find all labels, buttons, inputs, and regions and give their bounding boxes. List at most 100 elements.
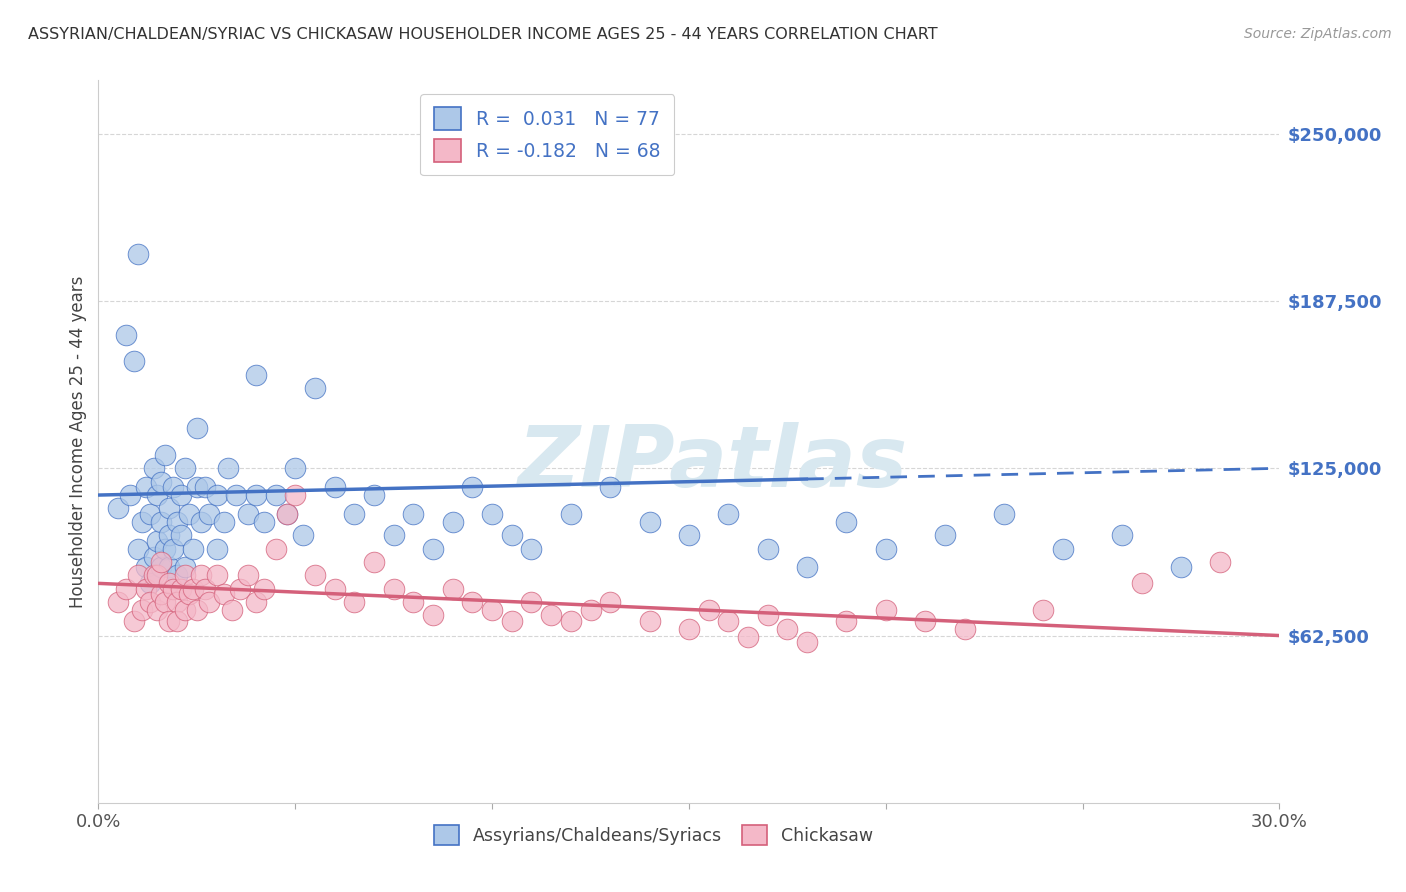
Point (402, 507, 425, 521)
Point (1111, 528, 1133, 542)
Point (138, 595, 160, 609)
Point (170, 582, 193, 596)
Point (138, 507, 160, 521)
Point (186, 480, 208, 494)
Point (157, 560, 180, 574)
Point (520, 541, 543, 556)
Point (1170, 560, 1192, 574)
Point (205, 568, 228, 582)
Point (540, 608, 562, 623)
Point (363, 555, 385, 569)
Point (1209, 555, 1232, 569)
Point (150, 560, 173, 574)
Point (131, 515, 153, 529)
Point (194, 480, 217, 494)
Point (236, 507, 259, 521)
Point (717, 507, 740, 521)
Point (1032, 603, 1054, 617)
Point (796, 560, 818, 574)
Point (162, 480, 184, 494)
Point (796, 635, 818, 649)
Point (174, 560, 197, 574)
Point (155, 541, 177, 556)
Point (115, 582, 138, 596)
Point (1052, 541, 1074, 556)
Point (323, 582, 346, 596)
Point (953, 622, 976, 636)
Point (304, 568, 326, 582)
Point (402, 595, 425, 609)
Point (170, 488, 193, 502)
Point (501, 614, 523, 628)
Point (174, 461, 197, 475)
Point (146, 568, 169, 582)
Point (214, 587, 236, 601)
Y-axis label: Householder Income Ages 25 - 44 years: Householder Income Ages 25 - 44 years (69, 276, 87, 607)
Point (186, 421, 208, 435)
Point (323, 480, 346, 494)
Point (756, 541, 779, 556)
Point (194, 582, 217, 596)
Point (579, 603, 602, 617)
Point (166, 614, 188, 628)
Point (181, 541, 204, 556)
Point (481, 507, 503, 521)
Point (174, 568, 197, 582)
Point (217, 461, 239, 475)
Point (131, 603, 153, 617)
Point (292, 528, 315, 542)
Point (264, 541, 287, 556)
Point (343, 595, 366, 609)
Point (993, 507, 1015, 521)
Point (107, 595, 129, 609)
Point (422, 541, 444, 556)
Point (142, 461, 165, 475)
Point (245, 488, 267, 502)
Point (835, 614, 858, 628)
Point (776, 622, 799, 636)
Point (142, 568, 165, 582)
Point (138, 576, 160, 591)
Point (678, 528, 700, 542)
Point (835, 515, 858, 529)
Point (107, 501, 129, 516)
Point (150, 555, 173, 569)
Point (190, 515, 212, 529)
Point (214, 515, 236, 529)
Point (236, 568, 259, 582)
Point (174, 603, 197, 617)
Point (157, 528, 180, 542)
Point (599, 480, 621, 494)
Point (756, 608, 779, 623)
Point (717, 614, 740, 628)
Point (560, 614, 582, 628)
Point (284, 461, 307, 475)
Point (135, 560, 157, 574)
Point (461, 480, 484, 494)
Point (146, 488, 169, 502)
Point (441, 515, 464, 529)
Point (441, 582, 464, 596)
Point (221, 603, 243, 617)
Point (253, 582, 276, 596)
Point (343, 507, 366, 521)
Point (875, 541, 897, 556)
Point (276, 507, 298, 521)
Point (934, 528, 956, 542)
Point (697, 603, 720, 617)
Point (304, 381, 326, 395)
Point (197, 595, 219, 609)
Point (638, 515, 661, 529)
Point (155, 448, 177, 462)
Point (166, 568, 188, 582)
Point (225, 488, 247, 502)
Point (146, 533, 169, 548)
Point (284, 488, 307, 502)
Point (461, 595, 484, 609)
Point (166, 515, 188, 529)
Point (122, 354, 145, 368)
Point (166, 595, 188, 609)
Point (177, 587, 200, 601)
Text: Source: ZipAtlas.com: Source: ZipAtlas.com (1244, 27, 1392, 41)
Point (127, 568, 149, 582)
